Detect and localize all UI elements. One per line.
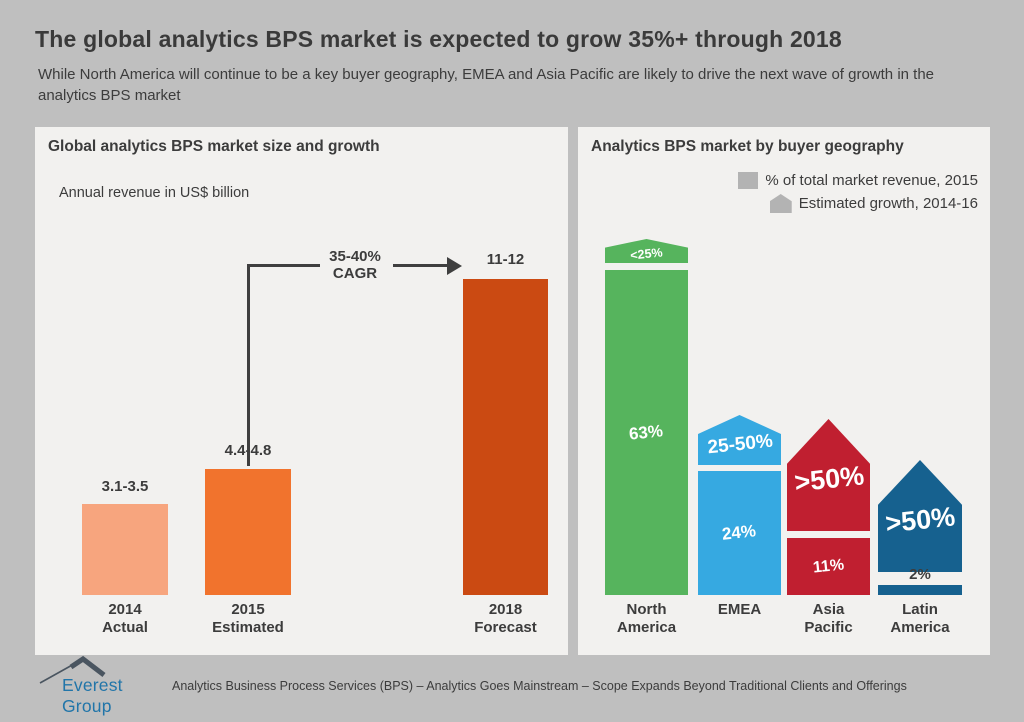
status-2014: Actual bbox=[102, 619, 148, 636]
cagr-annotation: 35-40% CAGR bbox=[310, 248, 400, 283]
status-2015: Estimated bbox=[212, 619, 284, 636]
value-label-2018: 11-12 bbox=[486, 251, 525, 268]
square-swatch-icon bbox=[738, 172, 759, 189]
geography-panel: Analytics BPS market by buyer geography … bbox=[578, 127, 990, 655]
bar-emea: 24% bbox=[698, 471, 781, 595]
year-2018: 2018 bbox=[488, 601, 523, 618]
legend-growth-label: Estimated growth, 2014-16 bbox=[798, 195, 978, 212]
region-name-line: EMEA bbox=[717, 601, 762, 618]
region-label-north-america: North America bbox=[595, 601, 698, 637]
category-label-2014: 2014 Actual bbox=[62, 601, 188, 637]
year-2015: 2015 bbox=[231, 601, 265, 618]
value-label-2014: 3.1-3.5 bbox=[101, 478, 149, 495]
status-2018: Forecast bbox=[474, 619, 537, 636]
cagr-bracket-horizontal-line bbox=[247, 264, 320, 267]
cagr-caption: CAGR bbox=[332, 265, 378, 283]
market-size-panel: Global analytics BPS market size and gro… bbox=[35, 127, 568, 655]
region-label-emea: EMEA bbox=[688, 601, 791, 619]
region-name-line: America bbox=[616, 619, 677, 636]
footer-tagline: Analytics Business Process Services (BPS… bbox=[172, 679, 907, 693]
legend-row-revenue: % of total market revenue, 2015 bbox=[738, 172, 978, 189]
everest-group-logo: Everest Group bbox=[38, 655, 173, 716]
bar-2014-actual bbox=[82, 504, 168, 595]
bar-2018-forecast bbox=[463, 279, 548, 595]
region-name-line: America bbox=[890, 619, 950, 636]
axis-unit-note: Annual revenue in US$ billion bbox=[59, 185, 250, 201]
region-name-line: North bbox=[626, 601, 667, 618]
growth-label-asia-pacific: >50% bbox=[792, 459, 866, 498]
growth-pentagon-asia-pacific: >50% bbox=[787, 419, 870, 531]
cagr-arrow-line bbox=[393, 264, 449, 267]
mountain-peak-icon bbox=[39, 655, 106, 684]
pentagon-swatch-icon bbox=[769, 194, 792, 213]
bar-asia-pacific: 11% bbox=[787, 538, 870, 595]
share-label-asia-pacific: 11% bbox=[812, 555, 845, 577]
region-label-asia-pacific: Asia Pacific bbox=[777, 601, 880, 637]
growth-label-latin-america: >50% bbox=[884, 500, 957, 539]
brand-name: Everest Group bbox=[62, 675, 123, 716]
legend-revenue-label: % of total market revenue, 2015 bbox=[765, 172, 978, 189]
cagr-value: 35-40% bbox=[329, 248, 381, 265]
cagr-bracket-vertical-line bbox=[247, 264, 250, 466]
growth-label-emea: 25-50% bbox=[706, 430, 774, 459]
growth-pentagon-emea: 25-50% bbox=[698, 415, 781, 465]
bar-2015-estimated bbox=[205, 469, 291, 595]
cagr-arrow-icon bbox=[447, 256, 462, 275]
growth-pentagon-north-america: <25% bbox=[605, 239, 688, 263]
page-subtitle: While North America will continue to be … bbox=[38, 66, 935, 104]
region-name-line: Pacific bbox=[804, 619, 853, 636]
bar-north-america: 63% bbox=[605, 270, 688, 595]
legend: % of total market revenue, 2015 Estimate… bbox=[738, 172, 978, 218]
geo-panel-title: Analytics BPS market by buyer geography bbox=[591, 138, 904, 155]
share-label-emea: 24% bbox=[721, 521, 758, 544]
category-label-2015: 2015 Estimated bbox=[185, 601, 311, 637]
category-label-2018: 2018 Forecast bbox=[443, 601, 568, 637]
region-name-line: Latin bbox=[902, 601, 938, 618]
region-label-latin-america: Latin America bbox=[868, 601, 972, 637]
year-2014: 2014 bbox=[108, 601, 142, 618]
market-panel-title: Global analytics BPS market size and gro… bbox=[48, 138, 380, 155]
growth-pentagon-latin-america: >50% bbox=[878, 460, 962, 572]
share-label-north-america: 63% bbox=[628, 420, 665, 444]
share-label-latin-america: 2% bbox=[909, 566, 931, 583]
legend-row-growth: Estimated growth, 2014-16 bbox=[738, 194, 978, 213]
page-title: The global analytics BPS market is expec… bbox=[35, 26, 842, 52]
bar-latin-america bbox=[878, 585, 962, 595]
growth-label-north-america: <25% bbox=[629, 244, 664, 263]
region-name-line: Asia bbox=[812, 601, 845, 618]
